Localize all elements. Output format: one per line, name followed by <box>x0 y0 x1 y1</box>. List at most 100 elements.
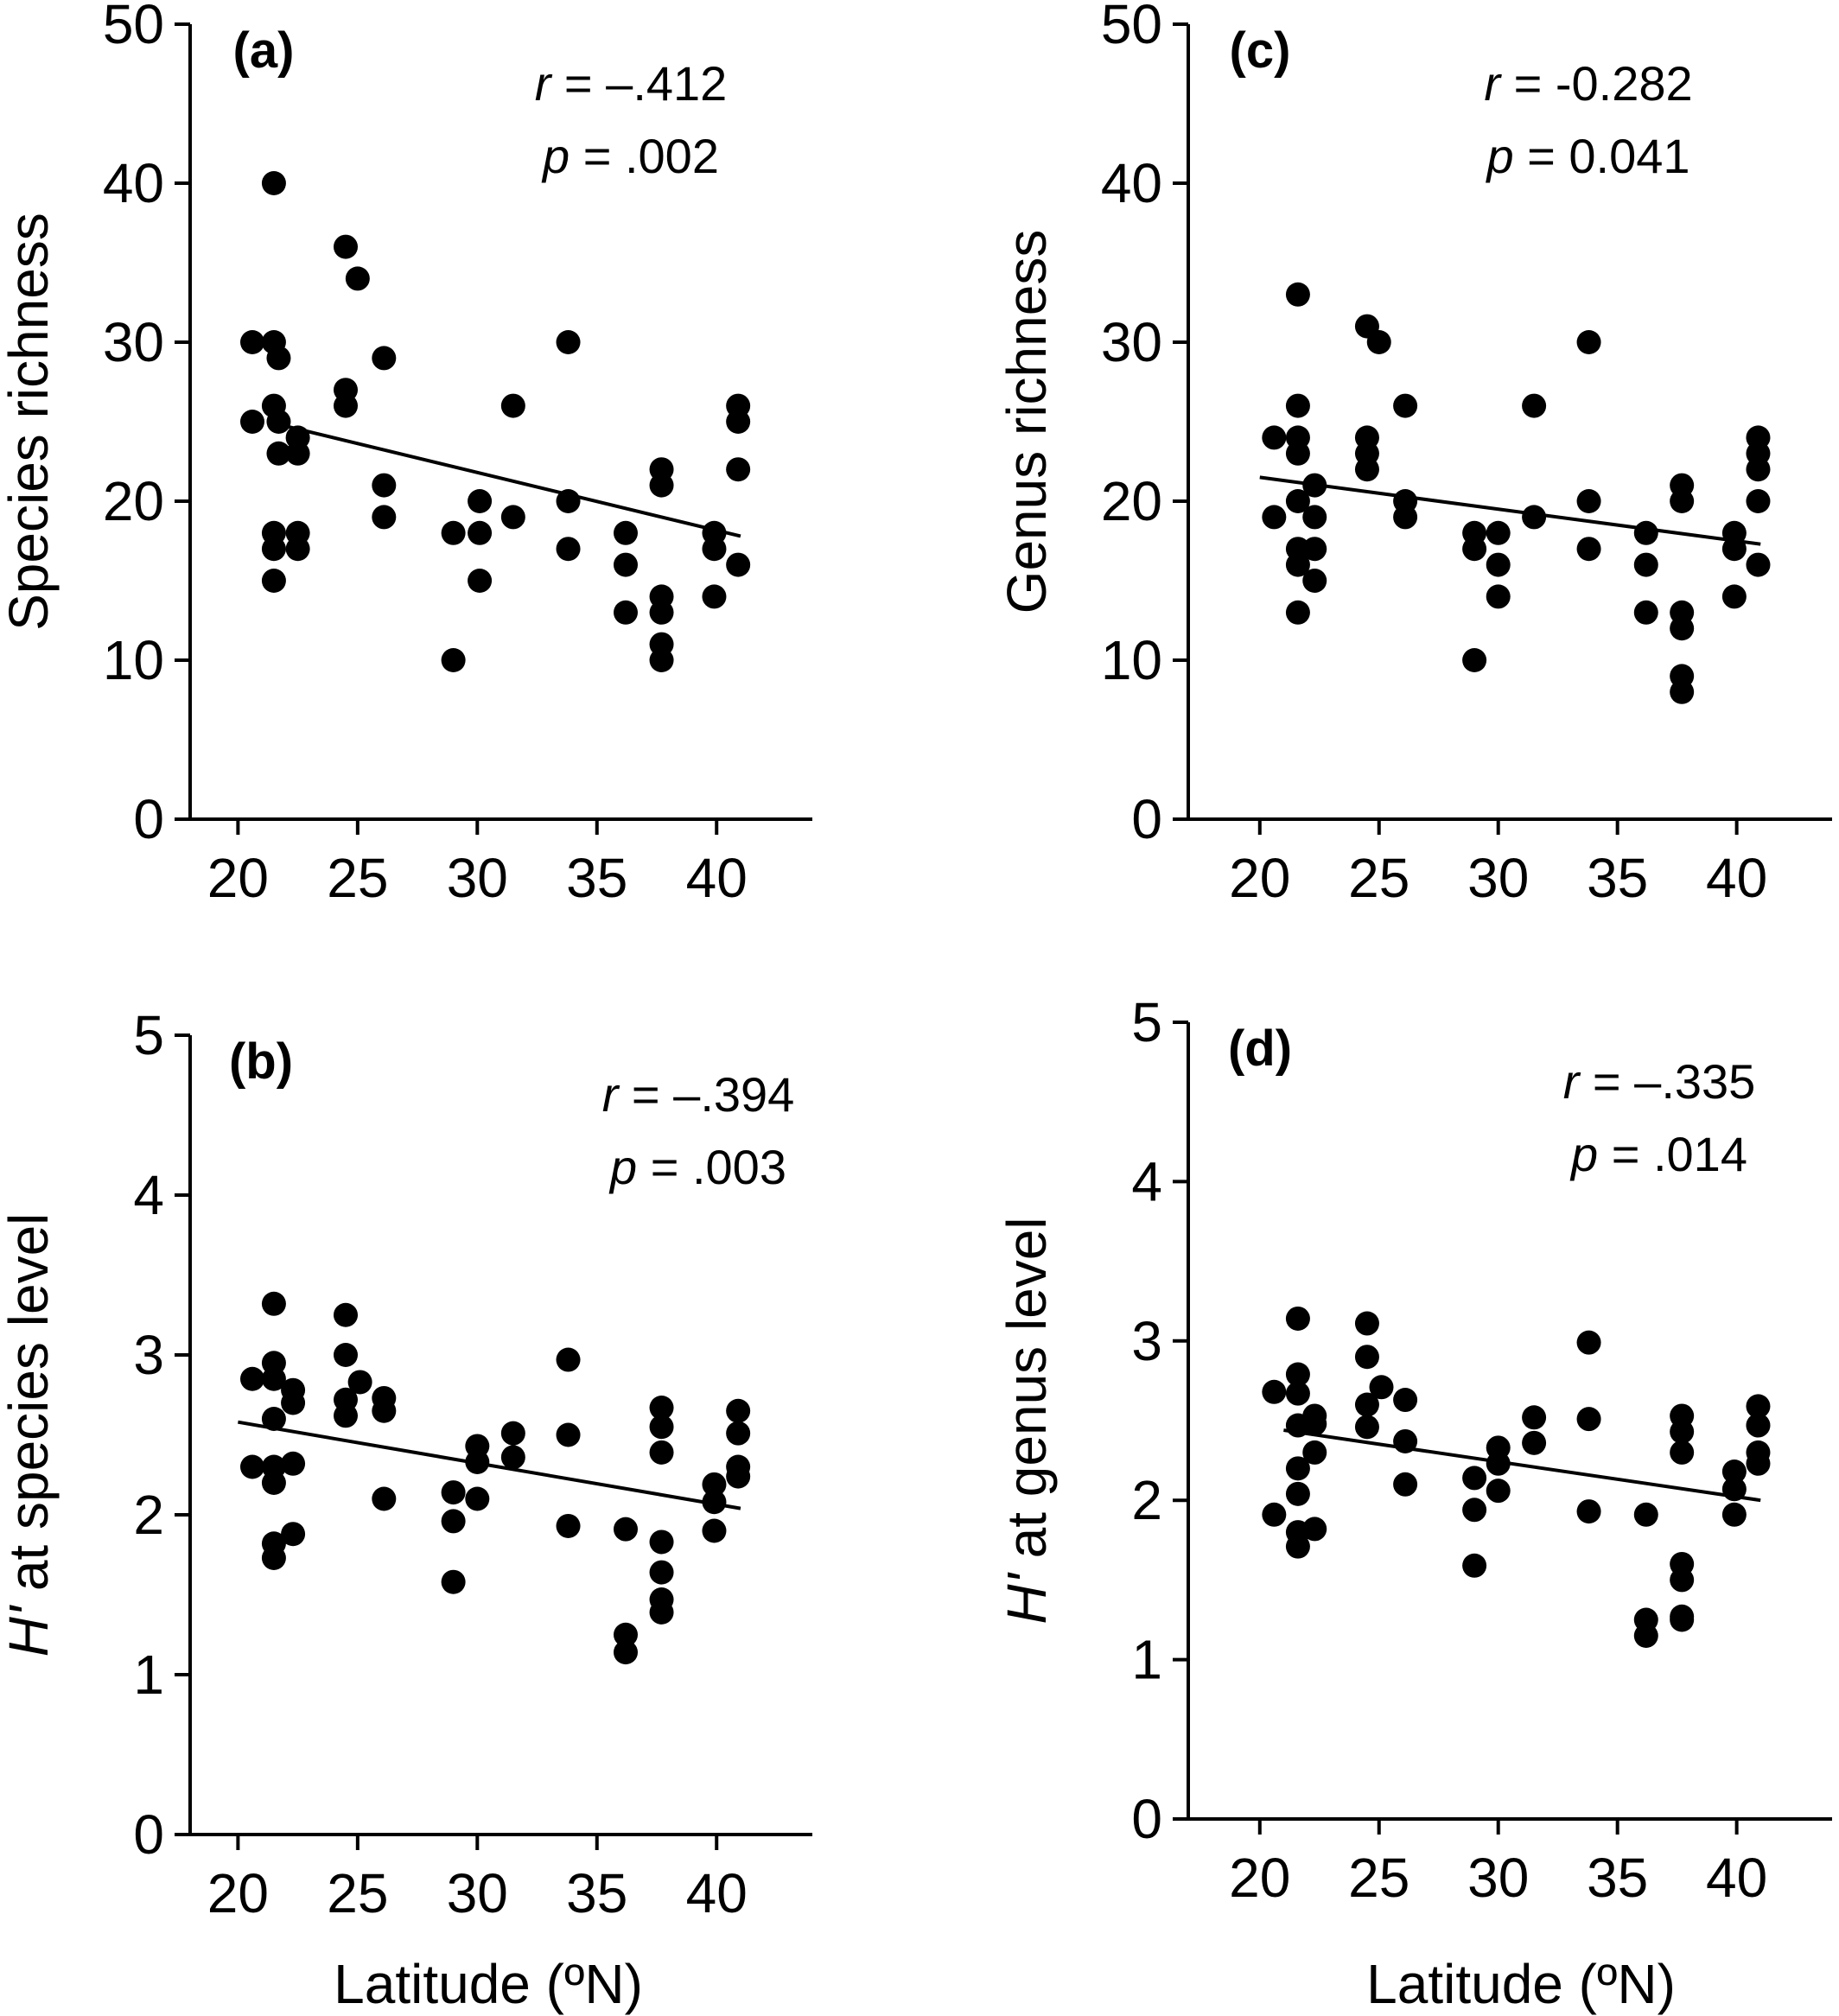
r-value: = –.394 <box>632 1067 794 1122</box>
x-tick-label: 35 <box>566 847 627 909</box>
data-point <box>1354 1345 1379 1370</box>
y-tick-label: 1 <box>133 1644 164 1706</box>
r-value: = -0.282 <box>1514 56 1693 111</box>
data-point <box>1462 648 1487 672</box>
r-statistic: r = –.412 <box>535 56 728 111</box>
r-statistic: r = –.394 <box>602 1067 795 1122</box>
data-point <box>1354 1311 1379 1336</box>
data-point <box>1285 282 1310 307</box>
data-point <box>1285 393 1310 418</box>
r-symbol: r <box>535 56 564 111</box>
p-value: = .002 <box>583 129 719 183</box>
data-point <box>285 441 310 466</box>
data-point <box>1462 537 1487 562</box>
data-point <box>1366 330 1391 354</box>
data-point <box>1462 1553 1487 1578</box>
data-point <box>1670 489 1695 513</box>
y-tick-label: 1 <box>1131 1629 1162 1691</box>
panel-c: 0 10 20 30 40 50 20 25 30 35 40 Genus richness (c) r … <box>996 0 1832 909</box>
y-tick-label: 3 <box>133 1324 164 1386</box>
y-axis-title-text: at species level <box>0 1213 60 1592</box>
data-point <box>1354 1415 1379 1440</box>
x-tick-label: 35 <box>1587 1847 1648 1909</box>
data-point <box>1576 1407 1601 1432</box>
y-tick-label: 30 <box>1101 311 1162 373</box>
data-point <box>261 171 286 195</box>
data-point <box>614 600 638 625</box>
r-symbol: r <box>602 1067 632 1122</box>
panel-label: (c) <box>1230 22 1291 79</box>
data-point <box>347 1370 372 1395</box>
data-point <box>345 266 370 291</box>
p-symbol: p <box>1485 129 1527 183</box>
y-tick-label: 0 <box>133 788 164 850</box>
data-point <box>1285 1306 1310 1331</box>
data-point <box>1633 520 1658 545</box>
y-tick-label: 3 <box>1131 1310 1162 1372</box>
data-point <box>702 1472 727 1497</box>
panel-d: 0 1 2 3 4 5 20 25 30 35 40 H' at genus level (d) r = … <box>996 991 1832 1909</box>
data-point <box>1670 1440 1695 1465</box>
y-axis-title-text: Genus richness <box>996 230 1058 614</box>
panel-b: 0 1 2 3 4 5 20 25 30 35 40 H' at species level (b) r … <box>0 1004 812 1924</box>
data-point <box>240 410 264 434</box>
y-tick-label: 5 <box>133 1004 164 1066</box>
data-point <box>1302 505 1327 530</box>
data-point <box>1393 1428 1418 1453</box>
p-statistic: p = .003 <box>608 1140 786 1194</box>
data-point <box>649 648 674 672</box>
r-symbol: r <box>1484 56 1513 111</box>
data-point <box>281 1522 306 1547</box>
x-tick-label: 20 <box>207 1862 269 1924</box>
data-point <box>261 1407 286 1431</box>
data-point <box>1633 552 1658 577</box>
data-point <box>1354 1392 1379 1417</box>
y-tick-label: 0 <box>1131 788 1162 850</box>
r-value: = –.412 <box>564 56 727 111</box>
x-tick-label: 30 <box>1467 1847 1529 1909</box>
data-point <box>556 537 581 562</box>
data-point <box>614 1640 638 1665</box>
data-point <box>1285 1534 1310 1559</box>
data-point <box>1393 393 1418 418</box>
data-point <box>1393 1472 1418 1497</box>
data-point <box>1746 489 1771 513</box>
data-point <box>372 1486 397 1511</box>
y-axis-title-symbol: H' <box>996 1558 1058 1624</box>
data-point <box>1721 584 1747 609</box>
y-tick-label: 40 <box>1101 152 1162 214</box>
data-point <box>726 1464 751 1489</box>
data-point <box>1262 505 1287 530</box>
data-point <box>1285 489 1310 513</box>
data-point <box>1670 1419 1695 1444</box>
data-point <box>702 537 727 562</box>
data-point <box>649 1599 674 1625</box>
data-point <box>1393 1388 1418 1413</box>
data-point <box>726 1398 751 1423</box>
data-point <box>1633 1502 1658 1527</box>
data-point <box>468 520 493 545</box>
y-tick-label: 5 <box>1131 991 1162 1053</box>
data-point <box>441 648 466 672</box>
data-point <box>702 1490 727 1515</box>
data-point <box>261 569 286 593</box>
data-point <box>1369 1375 1394 1400</box>
y-tick-label: 2 <box>133 1484 164 1546</box>
data-point <box>649 473 674 498</box>
data-point <box>465 1449 490 1474</box>
data-point <box>649 1415 674 1440</box>
data-point <box>556 1513 581 1538</box>
data-point <box>468 569 493 593</box>
data-point <box>240 330 264 354</box>
data-point <box>1262 1502 1287 1527</box>
data-point <box>1486 1451 1511 1476</box>
data-point <box>614 552 638 577</box>
data-point <box>1486 520 1511 545</box>
data-point <box>266 441 291 466</box>
x-tick-label: 20 <box>1229 847 1290 909</box>
data-point <box>556 1347 581 1372</box>
trend-line <box>273 421 741 538</box>
data-point <box>702 1518 727 1543</box>
data-point <box>649 600 674 625</box>
data-point <box>285 537 310 562</box>
